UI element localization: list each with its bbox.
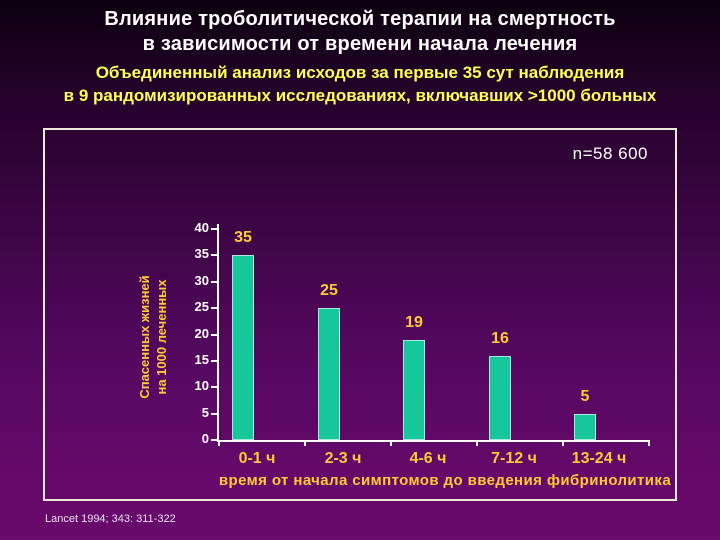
y-axis-tick [211,228,217,230]
x-axis-category-label: 2-3 ч [324,450,362,467]
bar-value-label: 19 [405,314,423,331]
bar-7-12 ч [489,356,511,440]
y-axis-tick-label: 25 [194,299,209,315]
x-axis-title: время от начала симптомов до введения фи… [218,472,672,489]
y-axis-tick [211,333,217,336]
bar-4-6 ч [403,340,425,440]
slide-subtitle-line1: Объединенный анализ исходов за первые 35… [95,63,625,82]
x-axis-category-label: 0-1 ч [238,450,276,467]
bar-value-label: 25 [320,282,338,299]
y-axis-tick-label: 35 [194,246,209,262]
chart-panel: n=58 600 Спасенных жизней на 1000 леченн… [43,128,677,501]
slide-subtitle-line2: в 9 рандомизированных исследованиях, вкл… [63,86,657,105]
bar-value-label: 16 [491,330,509,347]
y-axis-title: Спасенных жизней на 1000 леченных [136,237,172,437]
x-axis-category-label: 7-12 ч [491,450,537,467]
y-axis-tick [211,412,217,415]
bar-value-label: 35 [234,229,252,246]
sample-size-annotation: n=58 600 [572,144,648,163]
y-axis-tick [211,359,217,362]
y-axis-tick [211,439,217,441]
plot-area: 0 5 10 15 20 25 30 35 40 35 0-1 ч 25 2-3 ч 19 4-6 ч 16 7… [195,220,650,467]
y-axis-tick-label: 5 [201,404,209,420]
y-axis-tick [211,386,217,389]
bar-13-24 ч [574,414,596,440]
slide-title: Влияние троболитической терапии на смерт… [0,7,720,57]
y-axis-tick-label: 0 [201,431,209,446]
x-axis-tick [304,440,306,446]
y-axis-title-line1: Спасенных жизней [137,275,152,399]
y-axis-tick-label: 10 [194,378,209,394]
slide-subtitle: Объединенный анализ исходов за первые 35… [0,61,720,107]
x-axis-tick [476,440,478,446]
x-axis-tick [390,440,392,446]
bar-2-3 ч [318,308,340,440]
y-axis-tick-label: 30 [194,272,209,288]
slide-title-line2: в зависимости от времени начала лечения [142,33,578,55]
x-axis-category-label: 13-24 ч [571,450,627,467]
y-axis-title-line2: на 1000 леченных [154,279,169,395]
y-axis-tick-label: 15 [194,351,209,367]
slide-title-line1: Влияние троболитической терапии на смерт… [104,8,616,30]
y-axis-tick [211,254,217,257]
x-axis-tick [648,440,650,446]
x-axis-category-label: 4-6 ч [409,450,447,467]
y-axis-tick [211,307,217,310]
x-axis-tick [562,440,564,446]
y-axis-tick-label: 20 [194,325,209,341]
x-axis-tick [218,440,220,446]
y-axis-tick-label: 40 [194,220,209,235]
y-axis-tick [211,280,217,283]
bar-value-label: 5 [580,388,590,405]
source-citation: Lancet 1994; 343: 311-322 [45,513,176,525]
bar-0-1 ч [232,255,254,440]
